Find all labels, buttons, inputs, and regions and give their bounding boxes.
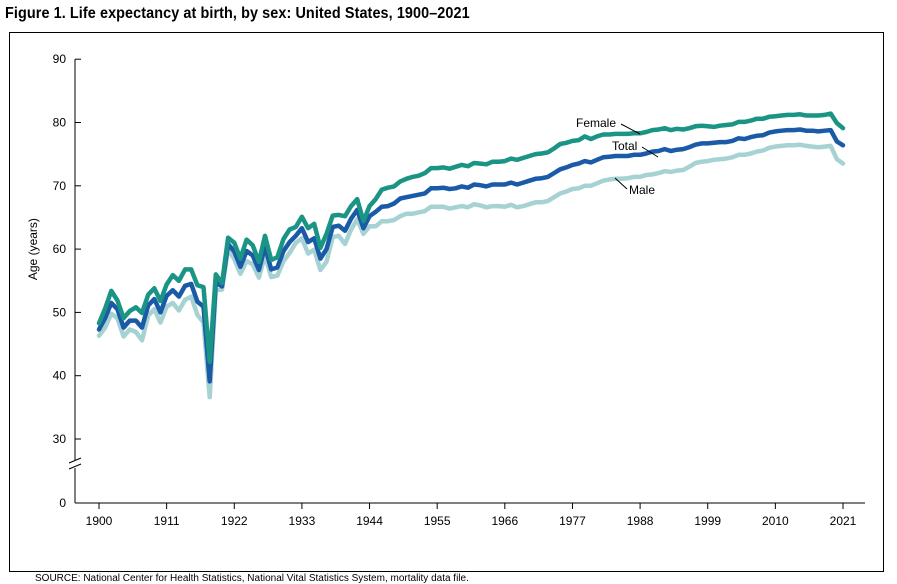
series-line-female [96, 111, 846, 365]
label-leader-female [620, 123, 641, 135]
y-tick-label: 90 [53, 52, 67, 66]
y-tick-label: 70 [53, 179, 67, 193]
y-tick-label: 0 [59, 496, 66, 510]
y-tick-label: 40 [53, 369, 67, 383]
label-leader-total [641, 146, 659, 158]
x-tick-label: 1955 [424, 514, 451, 528]
x-tick-label: 1944 [356, 514, 383, 528]
x-tick-label: 1966 [491, 514, 518, 528]
axis-break-mark [68, 457, 82, 464]
y-tick-label: 80 [53, 116, 67, 130]
source-note: SOURCE: National Center for Health Stati… [35, 573, 469, 584]
x-tick-label: 1977 [559, 514, 586, 528]
y-axis-title: Age (years) [26, 218, 40, 280]
x-tick-label: 2010 [762, 514, 789, 528]
x-tick-label: 1922 [221, 514, 248, 528]
y-tick-label: 50 [53, 305, 67, 319]
y-tick-label: 30 [53, 432, 67, 446]
series-label-male: Male [629, 183, 655, 197]
x-tick-label: 1911 [154, 514, 180, 528]
y-tick-label: 60 [53, 242, 67, 256]
x-tick-label: 2021 [830, 514, 857, 528]
x-tick-label: 1988 [627, 514, 654, 528]
figure-title: Figure 1. Life expectancy at birth, by s… [5, 5, 470, 22]
series-label-total: Total [612, 139, 637, 153]
line-chart: 0 30 40 50 60 70 80 90 1900 1911 1922 1933 1944 1955 1… [26, 52, 865, 528]
chart-frame: 0 30 40 50 60 70 80 90 1900 1911 1922 1933 1944 1955 1… [9, 32, 884, 584]
series-label-female: Female [576, 116, 616, 130]
axis-break-mark [68, 463, 82, 470]
x-tick-label: 1900 [86, 514, 113, 528]
x-tick-label: 1933 [289, 514, 316, 528]
label-leader-male [614, 177, 628, 190]
x-tick-label: 1999 [694, 514, 721, 528]
